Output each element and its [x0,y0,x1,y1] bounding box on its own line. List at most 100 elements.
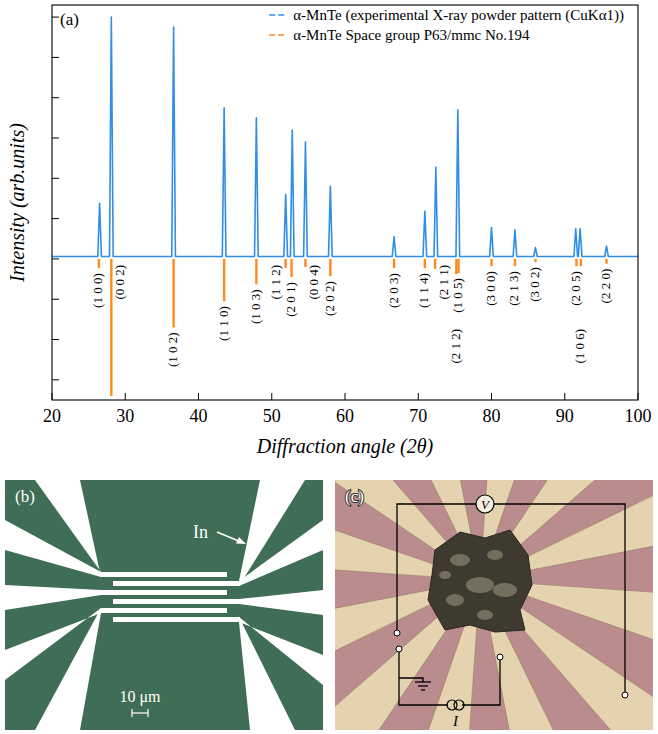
x-tick [271,393,272,400]
hkl-label: (1 0 0) [90,273,105,308]
x-tick [198,393,199,400]
flake-texture [493,583,517,597]
photo-electrode [509,500,653,609]
flake-texture [477,610,493,620]
electrode-label: In [193,522,208,542]
current-wire [462,660,500,705]
reference-stick [580,259,582,266]
ground-symbol [421,689,425,690]
reference-stick [605,259,607,264]
terminal [497,654,503,660]
voltage-wire [494,504,625,692]
reference-stick [393,259,395,268]
x-tick [491,393,492,400]
ground-symbol [415,681,431,682]
reference-stick [290,259,292,277]
arrow-head [236,537,246,544]
y-tick [52,218,59,219]
hkl-label: (2 1 2) [448,329,463,364]
x-tick-label: 80 [483,406,501,426]
reference-stick [534,259,536,262]
voltmeter [476,495,494,513]
y-tick [52,57,59,58]
panel-c: (c)VI [61,161,658,734]
reference-stick [514,259,516,266]
y-axis-title: Intensity (arb.units) [6,123,29,283]
plot-frame [52,5,638,400]
y-tick [52,379,59,380]
crystal-flake [428,530,532,632]
flake-texture [446,594,464,606]
reference-stick [255,259,257,284]
ground-symbol [418,685,428,686]
hkl-label: (2 0 1) [283,282,298,317]
hkl-label: (1 1 0) [216,306,231,341]
reference-stick [284,259,286,268]
reference-stick [329,259,331,276]
legend-swatch [269,14,287,16]
scale-bar-label: 10 μm [119,688,161,706]
x-tick [418,393,419,400]
terminal [396,646,402,652]
x-tick-label: 100 [625,406,652,426]
hkl-label: (2 0 2) [322,281,337,316]
hkl-label: (1 1 4) [416,273,431,308]
panel-letter: (a) [60,10,79,29]
electrode-lead [5,520,101,577]
y-tick [52,138,59,139]
x-tick [345,393,346,400]
electrode-finger [113,599,240,604]
hkl-label: (1 0 2) [165,332,180,367]
x-axis-title: Diffraction angle (2θ) [256,435,434,458]
hkl-label: (0 0 2) [112,265,127,300]
legend-label: α-MnTe (experimental X-ray powder patter… [293,7,624,24]
y-tick [52,97,59,98]
scale-bar [132,712,148,713]
hkl-label: (2 1 1) [436,265,451,300]
hkl-label: (1 0 5) [450,278,465,313]
electrode-finger [113,617,240,622]
x-tick [125,393,126,400]
x-tick-label: 90 [556,406,574,426]
legend: α-MnTe (experimental X-ray powder patter… [269,7,624,43]
experimental-pattern [52,17,638,256]
electrode-finger [100,608,227,613]
electrode-lead [239,617,295,730]
scale-bar-end [131,709,132,717]
panel-a: 2030405060708090100(1 0 0)(0 0 2)(1 0 2)… [6,5,652,458]
x-tick-label: 20 [43,406,61,426]
hkl-label: (3 0 2) [527,267,542,302]
terminal [622,692,628,698]
flake-texture [487,550,503,560]
electrode-finger [100,590,227,595]
reference-stick [455,259,457,274]
reference-stick [223,259,225,301]
hkl-label: (0 0 4) [306,265,321,300]
electrode-lead [35,608,101,730]
x-tick-label: 70 [409,406,427,426]
panel-letter: (b) [15,487,35,506]
x-tick-label: 40 [190,406,208,426]
hkl-label: (2 0 5) [568,271,583,306]
panel-letter: (c) [345,487,364,506]
voltage-wire [397,504,476,630]
y-tick [52,299,59,300]
reference-stick [575,259,577,266]
x-tick [564,393,565,400]
substrate [5,480,323,730]
hkl-label: (1 0 6) [572,329,587,364]
hkl-label: (1 0 3) [248,289,263,324]
current-label: I [452,713,459,729]
panel-c-body [335,480,653,730]
x-tick-label: 60 [336,406,354,426]
hkl-label: (2 0 3) [386,273,401,308]
electrode-lead [239,520,323,586]
terminal [394,630,400,636]
current-source [454,700,464,710]
x-tick-label: 50 [263,406,281,426]
flake-texture [450,554,470,566]
reference-stick [457,259,459,273]
electrode-lead [5,585,101,610]
reference-stick [172,259,174,328]
legend-label: α-MnTe Space group P63/mmc No.194 [293,27,530,43]
